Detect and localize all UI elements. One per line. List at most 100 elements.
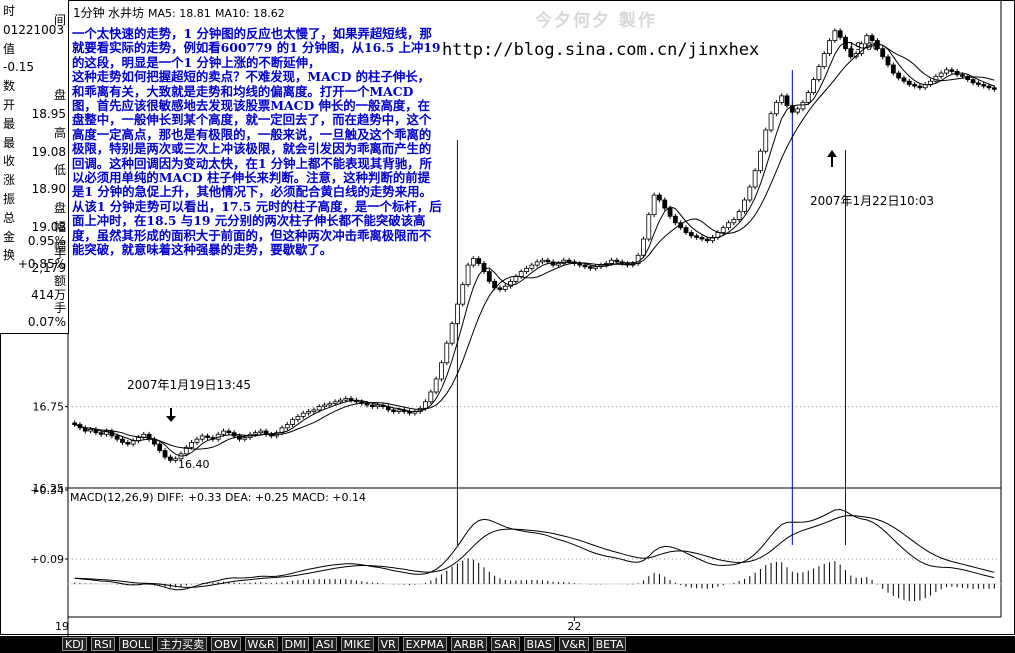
info-label: -0.15 [3, 60, 35, 75]
stock-chart: 1分钟 水井坊 MA5: 18.81 MA10: 18.62 MACD(12,26,9)… [0, 0, 1015, 636]
candle [593, 264, 599, 271]
candle-body [859, 43, 864, 54]
candle-body [130, 440, 136, 445]
candle-body [338, 399, 343, 403]
candle-body [720, 227, 726, 233]
annotation-high-time: 2007年1月22日10:03 [810, 194, 934, 208]
candle-body [710, 237, 715, 242]
candle-body [439, 362, 444, 380]
candle [268, 431, 274, 439]
candle [82, 425, 88, 434]
candle-body [885, 56, 891, 66]
annotation-low-time: 2007年1月19日13:45 [127, 378, 251, 392]
candle [694, 233, 700, 240]
info-label: 收 [3, 154, 16, 169]
info-value: 手 [53, 247, 66, 261]
candle-body [481, 263, 487, 272]
info-label: 振 [3, 192, 16, 206]
indicator-tab[interactable]: KDJ [62, 637, 87, 651]
indicator-tab[interactable]: BOLL [118, 637, 154, 651]
candle [524, 265, 529, 275]
indicator-tab[interactable]: EXPMA [402, 637, 447, 651]
candle [646, 212, 652, 242]
candle-body [811, 79, 816, 94]
info-value: 0.95% [27, 233, 66, 248]
candle-body [295, 416, 301, 421]
candle [789, 103, 795, 115]
candle-body [428, 391, 434, 403]
candle [199, 433, 205, 442]
indicator-tab[interactable]: VR [377, 637, 399, 651]
info-value: 2,179 [31, 260, 66, 275]
indicator-tab[interactable]: OBV [211, 637, 241, 651]
candle [896, 70, 902, 81]
ma5-line [74, 41, 995, 457]
candle [540, 257, 545, 265]
indicator-tab[interactable]: SAR [491, 637, 520, 651]
indicator-tab[interactable]: BETA [592, 637, 627, 651]
candle [258, 428, 264, 436]
candle-body [497, 287, 503, 290]
candle [773, 99, 779, 117]
candle [667, 205, 673, 219]
candle-body [901, 77, 907, 82]
candle [928, 78, 933, 87]
info-label: 01221003 [3, 22, 65, 37]
candle-body [513, 276, 519, 282]
candle-body [502, 285, 508, 290]
candle [869, 33, 875, 43]
candle-body [423, 401, 428, 409]
indicator-tab[interactable]: BIAS [523, 637, 555, 651]
candle-body [752, 170, 758, 188]
candle-body [162, 450, 168, 458]
candle [311, 407, 317, 414]
candle-body [869, 35, 875, 41]
candle-body [880, 48, 886, 58]
indicator-tab[interactable]: ASI [312, 637, 337, 651]
indicator-tab[interactable]: W&R [244, 637, 278, 651]
candle-body [694, 235, 700, 238]
candle [348, 396, 354, 403]
candle-body [396, 409, 402, 412]
candle [726, 220, 731, 231]
candle-body [183, 446, 189, 455]
candle [970, 77, 976, 86]
candle-body [369, 404, 375, 408]
candle-body [258, 430, 264, 434]
indicator-tab[interactable]: MIKE [340, 637, 374, 651]
candle-body [731, 219, 737, 224]
indicator-tab[interactable]: DMI [281, 637, 309, 651]
candle [827, 38, 832, 56]
candle [736, 208, 742, 222]
indicator-tab[interactable]: ARBR [450, 637, 488, 651]
candle-body [779, 95, 785, 103]
candle-body [944, 69, 949, 74]
info-value: 高 [53, 125, 66, 140]
candle [407, 409, 412, 416]
candle-body [114, 435, 120, 440]
candle [332, 399, 338, 406]
candle-body [391, 409, 397, 412]
candle [837, 28, 843, 40]
candle [683, 225, 689, 235]
candle-body [614, 259, 620, 263]
candle [768, 111, 774, 133]
candle-body [726, 222, 731, 229]
indicator-tab[interactable]: RSI [90, 637, 115, 651]
blog-url: http://blog.sina.com.cn/jinxhex [442, 40, 760, 60]
candle [981, 82, 987, 89]
candle-body [960, 74, 965, 77]
candle [295, 413, 301, 423]
candle-body [524, 267, 529, 272]
candle [205, 433, 210, 440]
moving-average-lines [74, 41, 995, 591]
quote-info-panel: 时间 01221003 值 -0.15 数盘开 18.95 最高最 19.08 收低涨 18.90… [0, 0, 69, 334]
indicator-tab[interactable]: 主力买卖 [157, 637, 208, 651]
candle-body [975, 82, 981, 85]
candle-body [72, 422, 78, 425]
candle [880, 46, 886, 60]
info-label: 总 [3, 210, 16, 225]
candle-body [763, 129, 769, 152]
indicator-tab[interactable]: V&R [558, 637, 589, 651]
candle-body [343, 398, 349, 401]
